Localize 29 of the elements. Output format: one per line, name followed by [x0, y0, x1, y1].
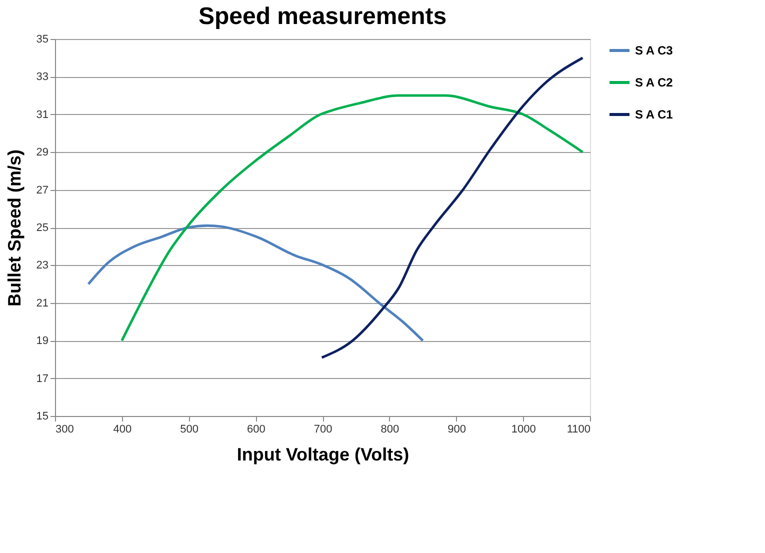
x-tick-label: 500 — [180, 424, 198, 436]
y-tick-label: 33 — [36, 71, 48, 84]
y-tick-label: 19 — [36, 335, 48, 348]
x-tick-label: 400 — [113, 424, 132, 436]
x-tick-label: 700 — [314, 424, 332, 436]
y-tick-label: 15 — [36, 410, 48, 422]
y-tick-label: 23 — [36, 260, 48, 272]
x-tick-label: 600 — [246, 424, 266, 436]
legend-label: S A C3 — [635, 44, 674, 58]
line-series — [87, 224, 424, 342]
y-axis-title: Bullet Speed (m/s) — [4, 149, 24, 307]
x-tick-label: 1000 — [511, 424, 536, 436]
y-tick-label: 17 — [36, 372, 48, 385]
line-series — [120, 94, 584, 342]
x-tick-label: 300 — [56, 424, 74, 436]
y-tick-label: 29 — [36, 146, 48, 159]
x-tick-label: 800 — [380, 424, 400, 436]
y-tick-label: 31 — [36, 108, 48, 121]
chart-title: Speed measurements — [198, 3, 447, 30]
x-tick-label: 900 — [448, 424, 466, 436]
x-axis-title: Input Voltage (Volts) — [236, 444, 410, 464]
y-tick-label: 25 — [36, 222, 48, 234]
y-tick-label: 27 — [36, 184, 48, 196]
x-tick-label: 1100 — [566, 424, 590, 436]
y-tick-label: 35 — [36, 34, 48, 46]
line-series — [320, 56, 584, 359]
legend-label: S A C2 — [635, 76, 674, 90]
y-tick-label: 21 — [36, 297, 48, 310]
legend-label: S A C1 — [635, 108, 674, 122]
